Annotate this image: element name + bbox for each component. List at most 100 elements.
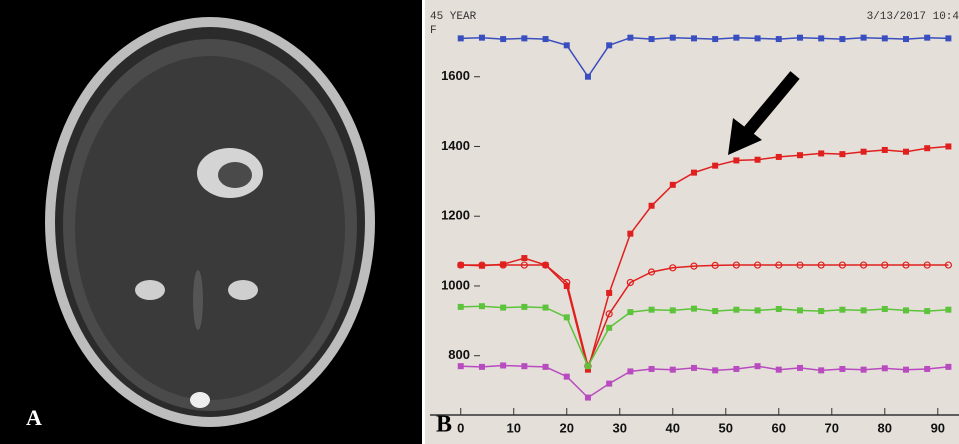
- point: [521, 363, 527, 369]
- point: [903, 307, 909, 313]
- x-tick-label: 90: [931, 420, 945, 435]
- point: [712, 163, 718, 169]
- x-tick-label: 40: [666, 420, 680, 435]
- point: [882, 147, 888, 153]
- point: [521, 304, 527, 310]
- point: [627, 231, 633, 237]
- x-tick-label: 80: [878, 420, 892, 435]
- point: [903, 149, 909, 155]
- y-tick-label: 1600: [441, 68, 470, 83]
- point: [670, 367, 676, 373]
- point: [521, 255, 527, 261]
- point: [649, 307, 655, 313]
- point: [797, 152, 803, 158]
- point: [776, 367, 782, 373]
- point: [861, 367, 867, 373]
- point: [479, 303, 485, 309]
- point: [797, 35, 803, 41]
- point: [458, 304, 464, 310]
- point: [670, 307, 676, 313]
- point: [755, 363, 761, 369]
- point: [903, 36, 909, 42]
- point: [564, 314, 570, 320]
- figure-svg: A 45 YEAR F 3/13/2017 10:4 B 80010001200…: [0, 0, 959, 444]
- point: [776, 306, 782, 312]
- point: [691, 306, 697, 312]
- point: [861, 307, 867, 313]
- point: [733, 366, 739, 372]
- point: [543, 305, 549, 311]
- point: [670, 35, 676, 41]
- point: [691, 170, 697, 176]
- point: [945, 143, 951, 149]
- point: [924, 308, 930, 314]
- point: [733, 307, 739, 313]
- plot-background: [425, 0, 959, 444]
- point: [712, 367, 718, 373]
- mri-image: [45, 17, 375, 427]
- point: [564, 42, 570, 48]
- point: [479, 364, 485, 370]
- point: [500, 305, 506, 311]
- point: [839, 36, 845, 42]
- point: [924, 145, 930, 151]
- point: [712, 308, 718, 314]
- point: [733, 35, 739, 41]
- point: [606, 381, 612, 387]
- point: [839, 307, 845, 313]
- point: [797, 365, 803, 371]
- point: [733, 157, 739, 163]
- point: [627, 35, 633, 41]
- point: [903, 367, 909, 373]
- point: [606, 325, 612, 331]
- point: [861, 35, 867, 41]
- point: [839, 366, 845, 372]
- point: [543, 36, 549, 42]
- point: [649, 203, 655, 209]
- y-tick-label: 1200: [441, 208, 470, 223]
- point: [861, 149, 867, 155]
- header-right: 3/13/2017 10:4: [867, 11, 959, 23]
- point: [691, 365, 697, 371]
- point: [479, 35, 485, 41]
- point: [755, 157, 761, 163]
- panel-label: A: [26, 405, 42, 430]
- point: [818, 308, 824, 314]
- point: [818, 35, 824, 41]
- point: [882, 35, 888, 41]
- point: [712, 36, 718, 42]
- point: [585, 395, 591, 401]
- point: [945, 307, 951, 313]
- point: [776, 36, 782, 42]
- x-tick-label: 20: [560, 420, 574, 435]
- point: [924, 35, 930, 41]
- point: [627, 368, 633, 374]
- point: [564, 374, 570, 380]
- header-left: 45 YEAR: [430, 11, 477, 23]
- x-tick-label: 30: [613, 420, 627, 435]
- header-sex: F: [430, 25, 437, 37]
- point: [839, 151, 845, 157]
- point: [945, 364, 951, 370]
- point: [500, 362, 506, 368]
- point: [543, 364, 549, 370]
- point: [585, 74, 591, 80]
- point: [755, 35, 761, 41]
- x-tick-label: 50: [719, 420, 733, 435]
- figure: A 45 YEAR F 3/13/2017 10:4 B 80010001200…: [0, 0, 959, 444]
- point: [521, 35, 527, 41]
- point: [649, 36, 655, 42]
- point: [882, 306, 888, 312]
- point: [776, 154, 782, 160]
- point: [458, 35, 464, 41]
- point: [691, 35, 697, 41]
- point: [755, 307, 761, 313]
- point: [945, 35, 951, 41]
- point: [606, 42, 612, 48]
- point: [585, 363, 591, 369]
- point: [627, 309, 633, 315]
- point: [500, 36, 506, 42]
- point: [818, 367, 824, 373]
- point: [458, 363, 464, 369]
- point: [649, 366, 655, 372]
